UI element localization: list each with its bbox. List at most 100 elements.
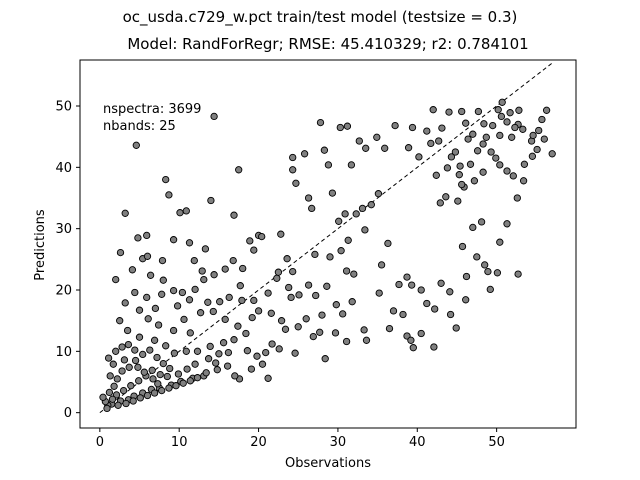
scatter-point — [191, 360, 199, 368]
scatter-point — [158, 256, 167, 265]
scatter-point — [113, 375, 121, 383]
scatter-point — [200, 275, 208, 284]
scatter-point — [183, 365, 191, 373]
scatter-point — [384, 239, 392, 248]
scatter-point — [316, 328, 324, 336]
scatter-point — [462, 119, 470, 127]
scatter-point — [253, 352, 261, 360]
scatter-point — [165, 191, 173, 199]
scatter-point — [339, 310, 347, 318]
scatter-point — [309, 332, 317, 341]
scatter-point — [391, 121, 399, 130]
scatter-point — [355, 137, 363, 145]
scatter-point — [533, 145, 541, 154]
scatter-point — [231, 372, 239, 380]
scatter-point — [173, 302, 182, 310]
scatter-point — [162, 342, 170, 350]
scatter-point — [427, 139, 435, 148]
scatter-point — [481, 261, 489, 269]
scatter-point — [429, 106, 437, 114]
scatter-point — [229, 256, 237, 265]
scatter-point — [528, 152, 537, 160]
scatter-point — [198, 267, 206, 275]
scatter-point — [452, 324, 460, 332]
scatter-point — [277, 230, 285, 238]
scatter-point — [519, 177, 528, 185]
scatter-point — [458, 242, 467, 251]
scatter-point — [153, 353, 161, 362]
scatter-point — [291, 349, 299, 357]
scatter-point — [105, 388, 114, 397]
scatter-point — [180, 315, 188, 324]
scatter-point — [182, 207, 190, 215]
scatter-point — [350, 270, 358, 278]
scatter-point — [381, 144, 389, 152]
scatter-point — [236, 282, 244, 290]
scatter-point — [123, 326, 132, 335]
scatter-point — [116, 248, 125, 257]
scatter-point — [248, 313, 256, 322]
scatter-point — [466, 160, 475, 168]
scatter-point — [497, 112, 506, 121]
scatter-point — [332, 301, 340, 309]
scatter-point — [176, 209, 184, 217]
scatter-point — [185, 239, 194, 247]
scatter-point — [514, 270, 522, 278]
scatter-point — [104, 354, 113, 362]
scatter-point — [437, 279, 445, 287]
scatter-point — [538, 115, 546, 124]
scatter-point — [215, 350, 223, 358]
scatter-point — [408, 123, 417, 132]
scatter-point — [496, 161, 504, 169]
scatter-point — [473, 253, 481, 261]
scatter-point — [190, 256, 198, 265]
scatter-point — [112, 347, 120, 355]
scatter-point — [264, 374, 272, 382]
scatter-point — [535, 126, 543, 135]
scatter-point — [134, 234, 142, 242]
y-tick-label: 50 — [55, 100, 72, 115]
scatter-point — [124, 340, 133, 349]
scatter-point — [328, 189, 337, 197]
y-tick-label: 40 — [55, 161, 72, 176]
scatter-point — [367, 201, 375, 209]
scatter-point — [127, 382, 135, 390]
scatter-point — [185, 296, 194, 304]
scatter-point — [404, 144, 413, 152]
scatter-point — [204, 298, 212, 306]
scatter-point — [445, 108, 453, 116]
scatter-point — [454, 197, 462, 205]
scatter-point — [129, 397, 137, 405]
scatter-point — [408, 281, 416, 289]
annotation-nbands: nbands: 25 — [103, 119, 176, 134]
scatter-point — [308, 204, 316, 213]
x-tick-label: 10 — [171, 435, 188, 450]
scatter-point — [451, 148, 460, 156]
scatter-point — [116, 317, 124, 325]
x-tick-label: 40 — [409, 435, 426, 450]
scatter-point — [489, 121, 497, 130]
scatter-point — [477, 218, 486, 226]
scatter-point — [473, 147, 482, 155]
scatter-point — [289, 267, 297, 276]
scatter-point — [484, 267, 492, 276]
scatter-point — [438, 124, 446, 132]
scatter-point — [247, 365, 256, 373]
scatter-point — [250, 296, 258, 305]
scatter-point — [503, 220, 511, 228]
y-axis-label: Predictions — [33, 209, 48, 281]
scatter-point — [186, 377, 194, 385]
scatter-point — [496, 238, 504, 246]
scatter-point — [361, 226, 369, 234]
scatter-point — [436, 199, 444, 207]
scatter-point — [342, 337, 351, 346]
scatter-point — [230, 336, 238, 344]
scatter-point — [281, 325, 290, 333]
scatter-point — [395, 280, 403, 289]
scatter-point — [540, 135, 548, 143]
scatter-point — [221, 315, 229, 324]
scatter-point — [311, 250, 319, 259]
scatter-point — [479, 168, 487, 176]
scatter-point — [458, 107, 466, 116]
